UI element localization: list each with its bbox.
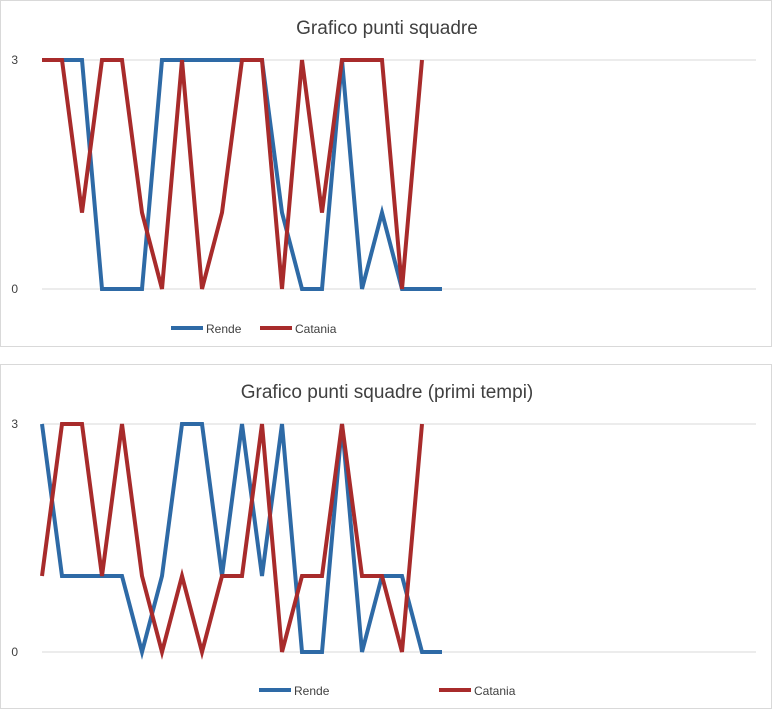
chart-svg-punti-squadre: Grafico punti squadre 03 Rende Catania bbox=[11, 18, 756, 336]
legend-entry-catania: Catania bbox=[439, 684, 516, 698]
y-tick-label-3: 3 bbox=[11, 417, 18, 431]
legend-label-catania: Catania bbox=[474, 684, 516, 698]
legend-label-rende: Rende bbox=[294, 684, 330, 698]
series-lines bbox=[42, 58, 442, 291]
legend-label-catania: Catania bbox=[295, 322, 337, 336]
legend-entry-catania: Catania bbox=[260, 322, 337, 336]
legend-entry-rende: Rende bbox=[171, 322, 242, 336]
series-lines bbox=[40, 422, 442, 660]
legend-label-rende: Rende bbox=[206, 322, 242, 336]
legend-entry-rende: Rende bbox=[259, 684, 330, 698]
chart-svg-primi-tempi: Grafico punti squadre (primi tempi) 03 R… bbox=[11, 382, 756, 698]
series-line-rende bbox=[40, 422, 442, 660]
chart-title: Grafico punti squadre bbox=[296, 18, 478, 39]
y-axis-ticks: 03 bbox=[11, 417, 18, 659]
legend: Rende Catania bbox=[259, 684, 516, 698]
y-tick-label-0: 0 bbox=[11, 282, 18, 296]
chart-title: Grafico punti squadre (primi tempi) bbox=[241, 382, 534, 403]
legend: Rende Catania bbox=[171, 322, 337, 336]
y-tick-label-0: 0 bbox=[11, 645, 18, 659]
series-line-catania bbox=[42, 58, 424, 290]
y-tick-label-3: 3 bbox=[11, 53, 18, 67]
y-axis-ticks: 03 bbox=[11, 53, 18, 296]
series-line-catania bbox=[40, 422, 424, 660]
series-line-rende bbox=[42, 58, 442, 291]
